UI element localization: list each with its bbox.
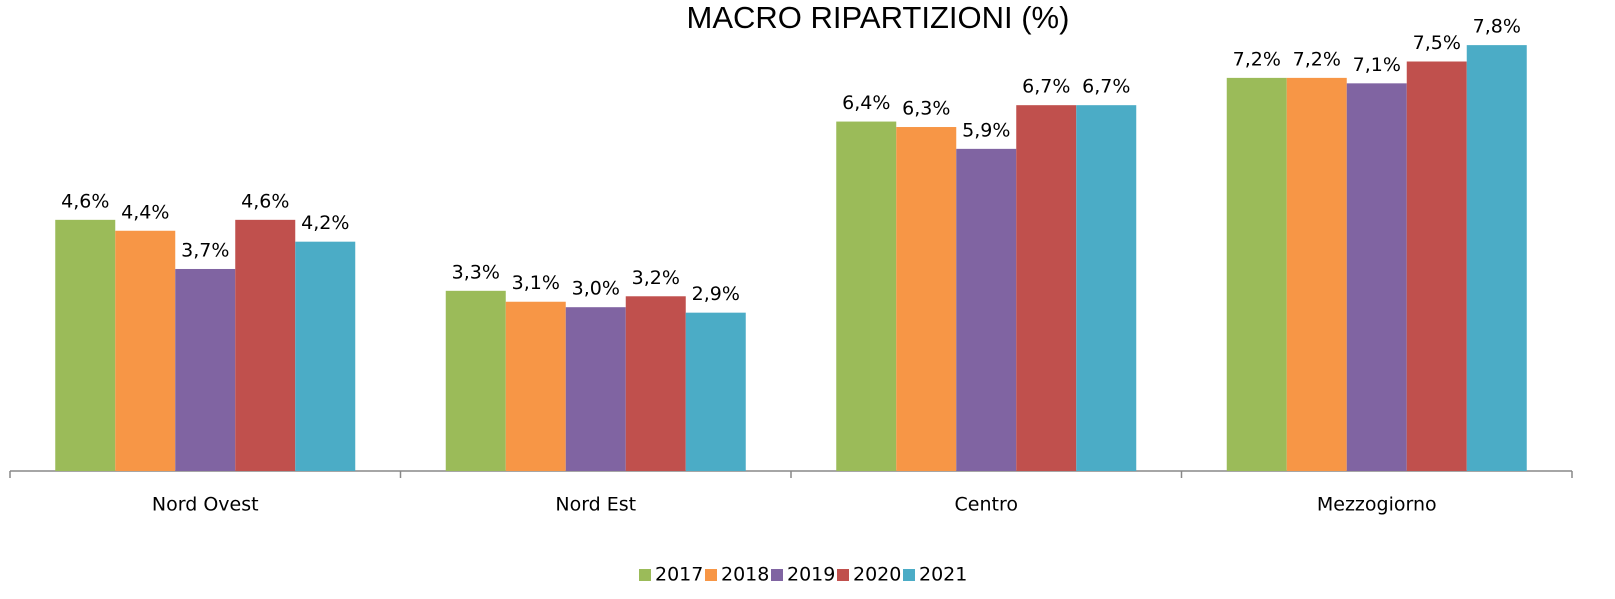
bar bbox=[1016, 105, 1077, 472]
data-label: 4,6% bbox=[241, 190, 289, 212]
legend-swatch bbox=[771, 569, 783, 581]
data-label: 3,0% bbox=[572, 278, 620, 300]
data-label: 6,7% bbox=[1082, 76, 1130, 98]
bar bbox=[625, 296, 686, 471]
x-tick-label: Nord Est bbox=[555, 494, 636, 516]
legend-label: 2021 bbox=[919, 564, 967, 586]
data-label: 4,2% bbox=[301, 212, 349, 234]
bar bbox=[445, 290, 506, 471]
legend-swatch bbox=[837, 569, 849, 581]
bar bbox=[956, 148, 1017, 472]
bar bbox=[685, 312, 746, 471]
bar bbox=[1076, 105, 1137, 472]
x-tick-label: Mezzogiorno bbox=[1317, 494, 1437, 516]
legend-swatch bbox=[705, 569, 717, 581]
data-label: 6,7% bbox=[1022, 76, 1070, 98]
legend-label: 2019 bbox=[787, 564, 835, 586]
bar bbox=[115, 230, 176, 471]
legend-label: 2018 bbox=[721, 564, 769, 586]
legend-label: 2017 bbox=[655, 564, 703, 586]
data-label: 3,3% bbox=[452, 261, 500, 283]
data-label: 6,4% bbox=[842, 92, 890, 114]
legend-label: 2020 bbox=[853, 564, 901, 586]
bar bbox=[1466, 45, 1527, 472]
data-label: 7,5% bbox=[1413, 32, 1461, 54]
data-label: 6,3% bbox=[902, 98, 950, 120]
data-label: 7,1% bbox=[1353, 54, 1401, 76]
data-label: 3,1% bbox=[512, 272, 560, 294]
bar bbox=[1346, 83, 1407, 471]
bar bbox=[896, 127, 957, 472]
bar bbox=[1226, 77, 1287, 471]
chart-title: MACRO RIPARTIZIONI (%) bbox=[687, 0, 1070, 35]
bar bbox=[55, 219, 116, 471]
x-tick-label: Centro bbox=[955, 494, 1018, 516]
data-label: 4,4% bbox=[121, 201, 169, 223]
bar bbox=[836, 121, 897, 471]
data-label: 5,9% bbox=[962, 119, 1010, 141]
legend-swatch bbox=[903, 569, 915, 581]
bar bbox=[1286, 77, 1347, 471]
data-label: 7,2% bbox=[1293, 48, 1341, 70]
bar bbox=[295, 241, 356, 471]
bar bbox=[565, 307, 626, 471]
legend-swatch bbox=[639, 569, 651, 581]
x-tick-label: Nord Ovest bbox=[152, 494, 259, 516]
data-label: 7,2% bbox=[1233, 48, 1281, 70]
bar bbox=[235, 219, 296, 471]
data-label: 3,7% bbox=[181, 239, 229, 261]
data-label: 4,6% bbox=[61, 190, 109, 212]
bar bbox=[1406, 61, 1467, 471]
data-label: 3,2% bbox=[632, 267, 680, 289]
data-label: 7,8% bbox=[1473, 16, 1521, 38]
bar bbox=[175, 268, 236, 471]
bar bbox=[505, 301, 566, 471]
data-label: 2,9% bbox=[692, 283, 740, 305]
